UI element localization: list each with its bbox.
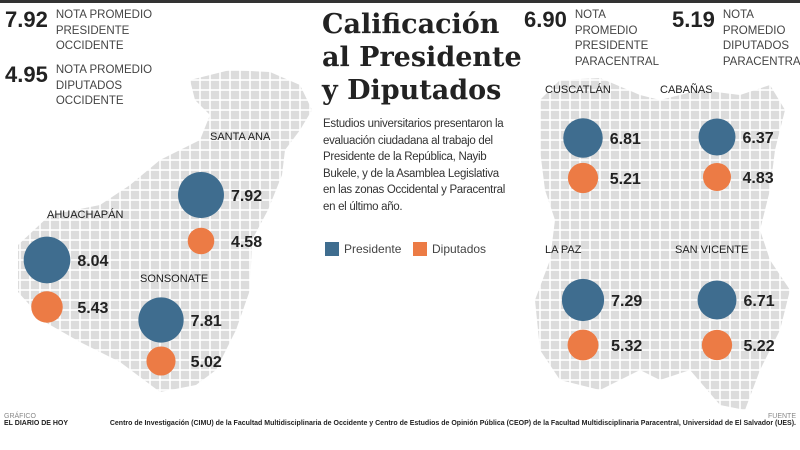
diputados-value-label: 5.32 xyxy=(611,338,642,355)
top-rule xyxy=(0,0,800,3)
footer-credit: GRÁFICO EL DIARIO DE HOY xyxy=(4,413,68,427)
diputados-bubble xyxy=(702,162,732,192)
legend-diputados: Diputados xyxy=(413,242,486,256)
department-label: SONSONATE xyxy=(140,273,208,285)
department-label: AHUACHAPÁN xyxy=(47,208,123,221)
legend-label: Presidente xyxy=(344,242,402,256)
stat-label: NOTA PROMEDIO DIPUTADOS OCCIDENTE xyxy=(55,64,153,107)
source: Centro de Investigación (CIMU) de la Fac… xyxy=(109,420,796,427)
presidente-bubble xyxy=(178,172,224,218)
department-label: CABAÑAS xyxy=(660,83,713,96)
title-line: y Diputados xyxy=(322,75,502,106)
map-paracentral xyxy=(535,78,790,410)
presidente-value-label: 7.81 xyxy=(191,313,222,330)
diputados-value-label: 4.83 xyxy=(742,170,773,187)
page-title: Calificación al Presidente y Diputados xyxy=(322,8,522,107)
presidente-value-label: 8.04 xyxy=(77,253,108,270)
diputados-bubble xyxy=(146,346,176,376)
diputados-value-label: 4.58 xyxy=(231,234,262,251)
department-label: SAN VICENTE xyxy=(675,244,748,256)
stat-value: 4.95 xyxy=(5,62,48,87)
legend-swatch xyxy=(325,242,339,256)
legend-presidente: Presidente xyxy=(325,242,401,256)
stat-diputados-paracentral: 5.19 NOTA PROMEDIO DIPUTADOS PARACENTRAL xyxy=(672,8,800,70)
presidente-value-label: 6.37 xyxy=(742,130,773,147)
presidente-bubble xyxy=(697,280,737,320)
diputados-value-label: 5.43 xyxy=(77,300,108,317)
department-label: SANTA ANA xyxy=(210,131,271,143)
department-label: CUSCATLÁN xyxy=(545,83,611,96)
diputados-bubble xyxy=(567,329,599,361)
presidente-bubble xyxy=(563,118,603,158)
presidente-bubble xyxy=(138,297,184,343)
diputados-bubble xyxy=(31,291,63,323)
diputados-bubble xyxy=(567,162,599,194)
stat-value: 5.19 xyxy=(672,7,715,32)
title-line: Calificación xyxy=(322,9,500,40)
department-label: LA PAZ xyxy=(545,244,582,256)
credit-label: GRÁFICO xyxy=(4,413,36,420)
presidente-value-label: 7.92 xyxy=(231,188,262,205)
diputados-value-label: 5.21 xyxy=(610,171,641,188)
legend-label: Diputados xyxy=(432,242,487,256)
stat-value: 6.90 xyxy=(524,7,567,32)
stat-diputados-occidente: 4.95 NOTA PROMEDIO DIPUTADOS OCCIDENTE xyxy=(5,63,176,110)
diputados-value-label: 5.22 xyxy=(743,338,774,355)
diputados-bubble xyxy=(701,329,733,361)
presidente-value-label: 7.29 xyxy=(611,293,642,310)
map-occidente xyxy=(18,70,312,392)
credit: EL DIARIO DE HOY xyxy=(4,420,69,427)
diputados-bubble xyxy=(187,227,215,255)
stat-value: 7.92 xyxy=(5,7,48,32)
presidente-value-label: 6.71 xyxy=(743,293,774,310)
footer-source: FUENTE Centro de Investigación (CIMU) de … xyxy=(110,413,796,427)
stat-label: NOTA PROMEDIO PRESIDENTE PARACENTRAL xyxy=(574,9,659,68)
presidente-bubble xyxy=(23,236,71,284)
diputados-value-label: 5.02 xyxy=(191,354,222,371)
presidente-bubble xyxy=(561,278,605,322)
stat-presidente-occidente: 7.92 NOTA PROMEDIO PRESIDENTE OCCIDENTE xyxy=(5,8,176,55)
presidente-value-label: 6.81 xyxy=(610,131,641,148)
description: Estudios universitarios presentaron la e… xyxy=(323,118,505,213)
stat-label: NOTA PROMEDIO DIPUTADOS PARACENTRAL xyxy=(722,9,800,68)
stat-label: NOTA PROMEDIO PRESIDENTE OCCIDENTE xyxy=(55,9,153,52)
presidente-bubble xyxy=(698,118,736,156)
stat-presidente-paracentral: 6.90 NOTA PROMEDIO PRESIDENTE PARACENTRAL xyxy=(524,8,670,70)
legend-swatch xyxy=(413,242,427,256)
source-label: FUENTE xyxy=(768,413,796,420)
title-line: al Presidente xyxy=(322,42,522,73)
